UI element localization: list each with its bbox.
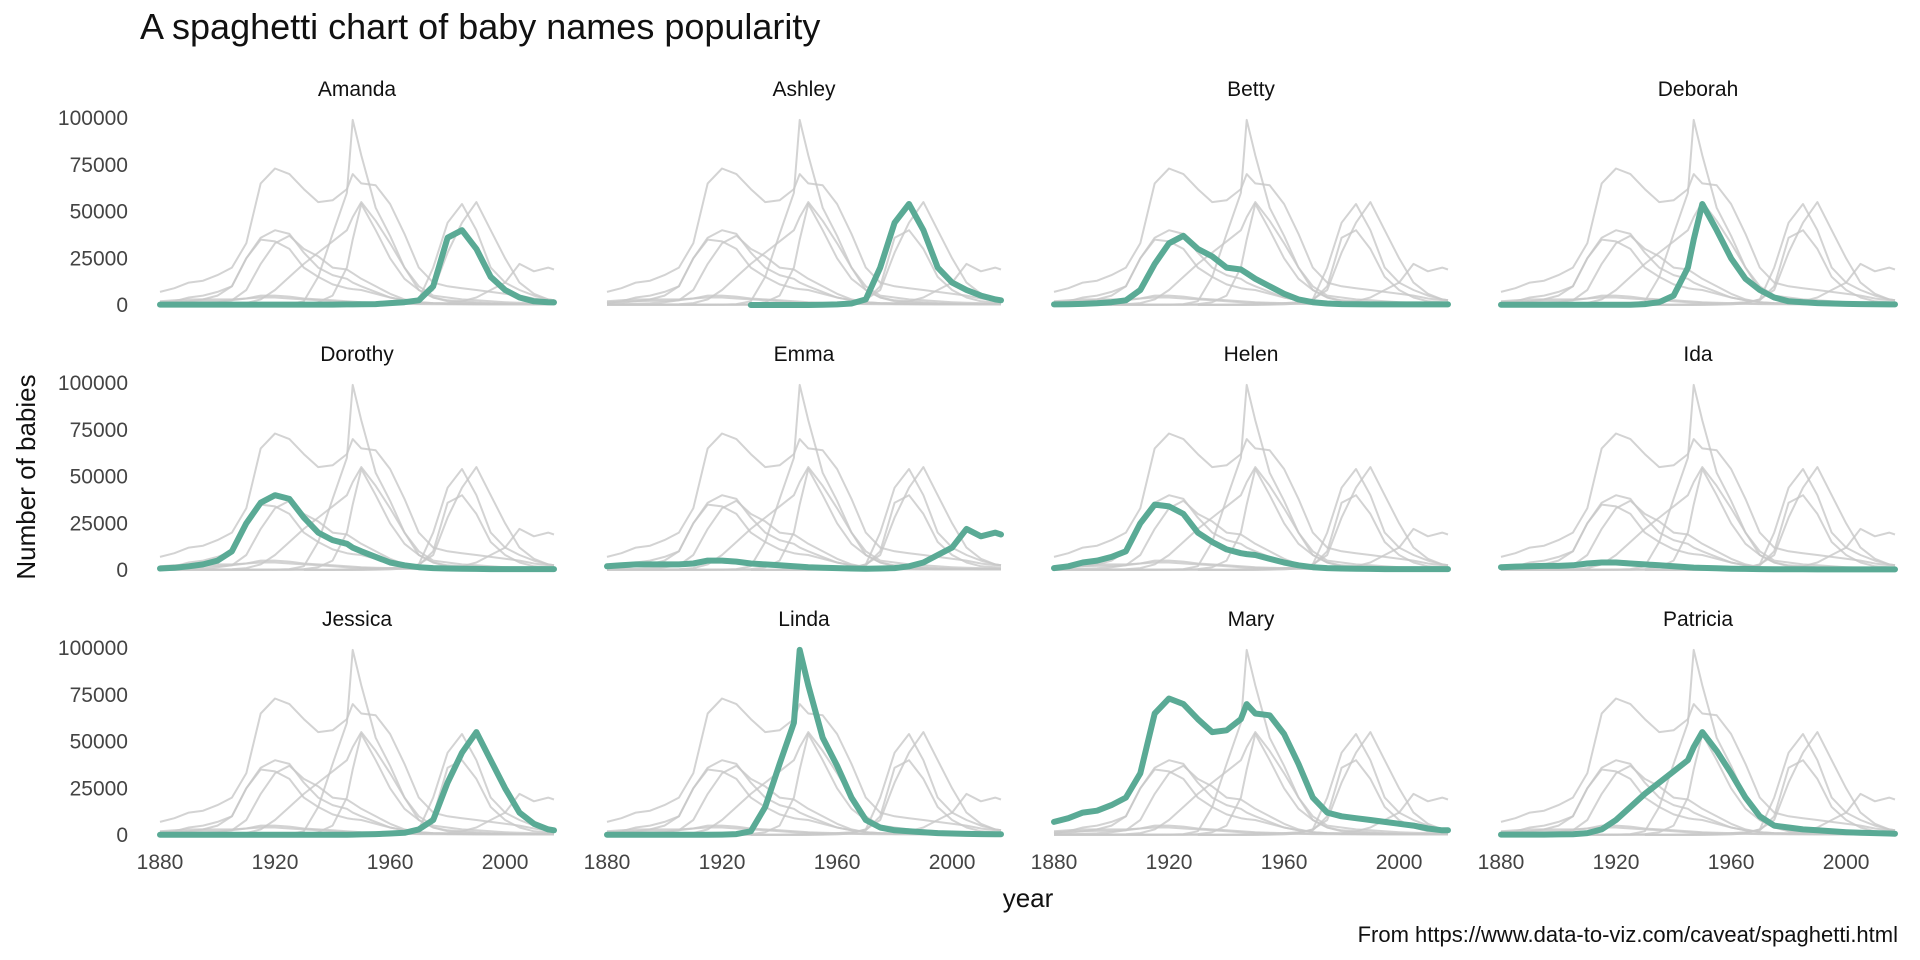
background-series-line [1053, 432, 1448, 567]
background-series-line [1500, 432, 1895, 567]
x-axis-title: year [1003, 883, 1054, 913]
x-tick-label: 2000 [929, 851, 976, 874]
panel-emma: Emma [604, 343, 1004, 572]
facet-label: Linda [778, 608, 830, 631]
panel-patricia: Patricia 1880 1920 1960 2000 [1478, 608, 1898, 874]
x-tick-label: 2000 [1376, 851, 1423, 874]
panel-deborah: Deborah [1498, 78, 1898, 308]
panel-jessica: Jessica 0 25000 50000 75000 100000 1880 1920 196… [58, 608, 557, 874]
x-tick-label: 1920 [1593, 851, 1640, 874]
facet-label: Ida [1683, 343, 1713, 366]
facet-label: Amanda [318, 78, 397, 101]
facet-label: Deborah [1658, 78, 1739, 101]
chart-caption: From https://www.data-to-viz.com/caveat/… [1357, 922, 1898, 947]
highlight-series-line [1498, 201, 1898, 308]
y-tick-label: 0 [116, 559, 128, 582]
facet-label: Helen [1224, 343, 1279, 366]
panel-betty: Betty [1051, 78, 1451, 308]
x-tick-label: 1920 [252, 851, 299, 874]
highlight-series-line [604, 646, 1004, 838]
x-tick-label: 1880 [137, 851, 184, 874]
facet-label: Emma [774, 343, 835, 366]
y-tick-label: 25000 [70, 512, 128, 535]
y-tick-label: 75000 [70, 419, 128, 442]
y-tick-label: 25000 [70, 777, 128, 800]
x-tick-label: 1920 [1146, 851, 1193, 874]
panel-amanda: Amanda 0 25000 50000 75000 100000 [58, 78, 557, 317]
highlight-series-line [1051, 501, 1451, 573]
x-tick-label: 1960 [814, 851, 861, 874]
x-tick-label: 1960 [367, 851, 414, 874]
x-tick-label: 1960 [1261, 851, 1308, 874]
background-series-line [607, 466, 1002, 571]
background-series-line [159, 432, 554, 567]
panel-helen: Helen [1051, 343, 1451, 573]
facet-label: Betty [1227, 78, 1275, 101]
y-tick-label: 50000 [70, 466, 128, 489]
highlight-series-line [604, 525, 1004, 572]
y-tick-label: 100000 [58, 372, 128, 395]
background-series-line [1500, 697, 1895, 832]
background-series-line [1053, 167, 1448, 302]
y-tick-label: 75000 [70, 154, 128, 177]
background-series-line [607, 201, 1002, 306]
y-tick-label: 0 [116, 294, 128, 317]
facet-label: Jessica [322, 608, 392, 631]
highlight-series-line [1051, 695, 1451, 834]
panel-mary: Mary 1880 1920 1960 2000 [1031, 608, 1451, 874]
panel-dorothy: Dorothy 0 25000 50000 75000 100000 [58, 343, 557, 582]
y-tick-label: 0 [116, 824, 128, 847]
highlight-series-line [747, 201, 1004, 308]
highlight-series-line [1498, 729, 1898, 838]
background-series-line [159, 697, 554, 832]
x-tick-label: 1880 [1031, 851, 1078, 874]
panel-ida: Ida [1498, 343, 1898, 573]
panel-linda: Linda 1880 1920 1960 2000 [584, 608, 1004, 874]
facet-panels: Amanda 0 25000 50000 75000 100000 Ashley Betty D… [58, 78, 1898, 874]
chart-title: A spaghetti chart of baby names populari… [140, 6, 821, 47]
x-tick-label: 2000 [482, 851, 529, 874]
highlight-series-line [157, 729, 557, 838]
facet-label: Ashley [772, 78, 836, 101]
highlight-series-line [157, 227, 557, 308]
y-tick-label: 50000 [70, 201, 128, 224]
facet-label: Dorothy [320, 343, 394, 366]
facet-label: Mary [1228, 608, 1275, 631]
x-tick-label: 1960 [1708, 851, 1755, 874]
panel-ashley: Ashley [606, 78, 1004, 308]
background-series-line [606, 167, 1001, 302]
highlight-series-line [1498, 559, 1898, 573]
x-tick-label: 1880 [1478, 851, 1525, 874]
background-series-line [606, 432, 1001, 567]
y-tick-label: 25000 [70, 247, 128, 270]
background-series-line [159, 167, 554, 302]
background-series-line [1500, 167, 1895, 302]
facet-label: Patricia [1663, 608, 1733, 631]
background-series-line [1054, 731, 1449, 836]
y-tick-label: 75000 [70, 684, 128, 707]
y-tick-label: 100000 [58, 637, 128, 660]
highlight-series-line [157, 492, 557, 573]
y-tick-label: 50000 [70, 731, 128, 754]
y-tick-label: 100000 [58, 107, 128, 130]
background-series-line [606, 697, 1001, 832]
x-tick-label: 1920 [699, 851, 746, 874]
y-axis-title: Number of babies [11, 374, 41, 579]
background-series-line [1053, 826, 1448, 836]
x-tick-label: 1880 [584, 851, 631, 874]
x-tick-label: 2000 [1823, 851, 1870, 874]
highlight-series-line [1051, 232, 1451, 308]
